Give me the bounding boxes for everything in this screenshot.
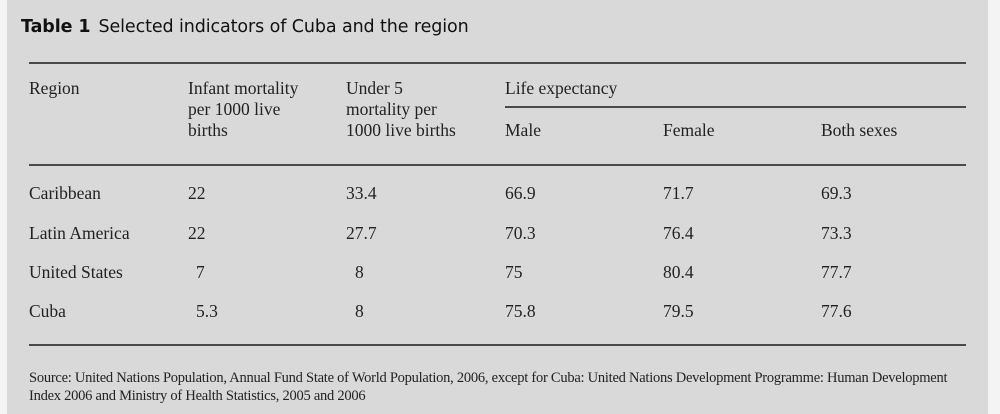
row-infant: 22: [188, 183, 206, 203]
row-infant: 22: [188, 223, 206, 243]
row-region: Latin America: [29, 223, 130, 243]
row-male: 75: [505, 262, 523, 282]
row-female: 79.5: [663, 301, 694, 321]
row-both: 77.7: [821, 262, 852, 282]
row-under5: 8: [355, 262, 364, 282]
table-caption: Table 1 Selected indicators of Cuba and t…: [21, 17, 469, 37]
row-region: Cuba: [29, 301, 66, 321]
header-infant-mortality-line2: per 1000 live: [188, 99, 281, 119]
row-female: 71.7: [663, 183, 694, 203]
row-both: 69.3: [821, 183, 852, 203]
header-under5-line2: mortality per: [346, 99, 437, 119]
row-under5: 27.7: [346, 223, 377, 243]
row-infant: 7: [196, 262, 205, 282]
header-region: Region: [29, 78, 80, 98]
row-both: 73.3: [821, 223, 852, 243]
header-male: Male: [505, 120, 541, 140]
header-female: Female: [663, 120, 715, 140]
header-rule: [29, 164, 966, 166]
row-region: United States: [29, 262, 123, 282]
header-under5-line1: Under 5: [346, 78, 403, 98]
top-rule: [29, 62, 966, 64]
row-male: 75.8: [505, 301, 536, 321]
row-infant: 5.3: [196, 301, 218, 321]
header-life-expectancy: Life expectancy: [505, 78, 618, 98]
header-under5-line3: 1000 live births: [346, 120, 456, 140]
life-expectancy-rule: [505, 106, 966, 108]
row-female: 76.4: [663, 223, 694, 243]
bottom-rule: [29, 344, 966, 346]
row-under5: 33.4: [346, 183, 377, 203]
table-title: Selected indicators of Cuba and the regi…: [98, 17, 469, 37]
row-male: 70.3: [505, 223, 536, 243]
header-infant-mortality-line3: births: [188, 120, 228, 140]
row-male: 66.9: [505, 183, 536, 203]
row-under5: 8: [355, 301, 364, 321]
table-source-note: Source: United Nations Population, Annua…: [29, 370, 948, 404]
header-infant-mortality-line1: Infant mortality: [188, 78, 299, 98]
table-label: Table 1: [21, 17, 91, 37]
row-female: 80.4: [663, 262, 694, 282]
header-both-sexes: Both sexes: [821, 120, 898, 140]
row-region: Caribbean: [29, 183, 101, 203]
row-both: 77.6: [821, 301, 852, 321]
